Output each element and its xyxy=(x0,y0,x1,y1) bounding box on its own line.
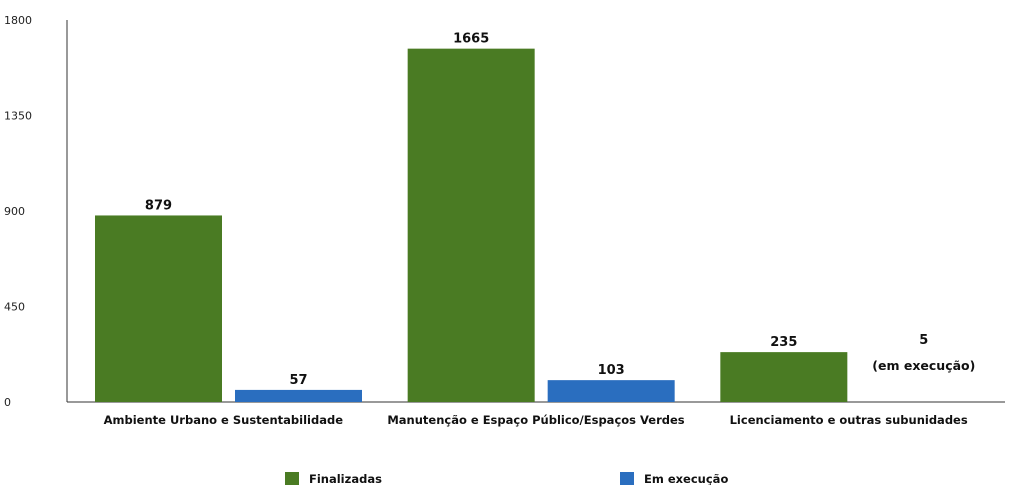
legend-label: Finalizadas xyxy=(309,472,382,485)
legend-label: Em execução xyxy=(644,472,728,485)
annotation-label: (em execução) xyxy=(872,358,975,373)
data-labels: 879 57 1665 103 235 5 (em execução) xyxy=(145,32,975,388)
y-tick-label: 900 xyxy=(4,205,25,218)
data-label: 103 xyxy=(598,363,625,378)
bar xyxy=(235,389,362,402)
y-tick-label: 0 xyxy=(4,396,11,409)
legend-swatch xyxy=(285,472,299,485)
x-tick-label: Licenciamento e outras subunidades xyxy=(730,413,968,427)
y-tick-label: 1350 xyxy=(4,110,32,123)
bar xyxy=(95,215,222,402)
y-axis: 0 450 900 1350 1800 xyxy=(4,14,68,409)
data-label: 879 xyxy=(145,198,172,213)
y-tick-label: 450 xyxy=(4,301,25,314)
bar xyxy=(720,352,848,402)
x-tick-label: Manutenção e Espaço Público/Espaços Verd… xyxy=(387,413,684,427)
data-label: 57 xyxy=(289,373,307,388)
data-label: 235 xyxy=(770,335,797,350)
legend-swatch xyxy=(620,472,634,485)
legend: Finalizadas Em execução xyxy=(285,472,728,485)
data-label: 1665 xyxy=(453,32,489,47)
x-axis: Ambiente Urbano e Sustentabilidade Manute… xyxy=(67,401,1005,427)
bars xyxy=(95,48,848,403)
bar xyxy=(407,48,535,403)
x-tick-label: Ambiente Urbano e Sustentabilidade xyxy=(104,413,344,427)
bar xyxy=(547,380,675,402)
data-label: 5 xyxy=(919,333,928,348)
y-tick-label: 1800 xyxy=(4,14,32,27)
